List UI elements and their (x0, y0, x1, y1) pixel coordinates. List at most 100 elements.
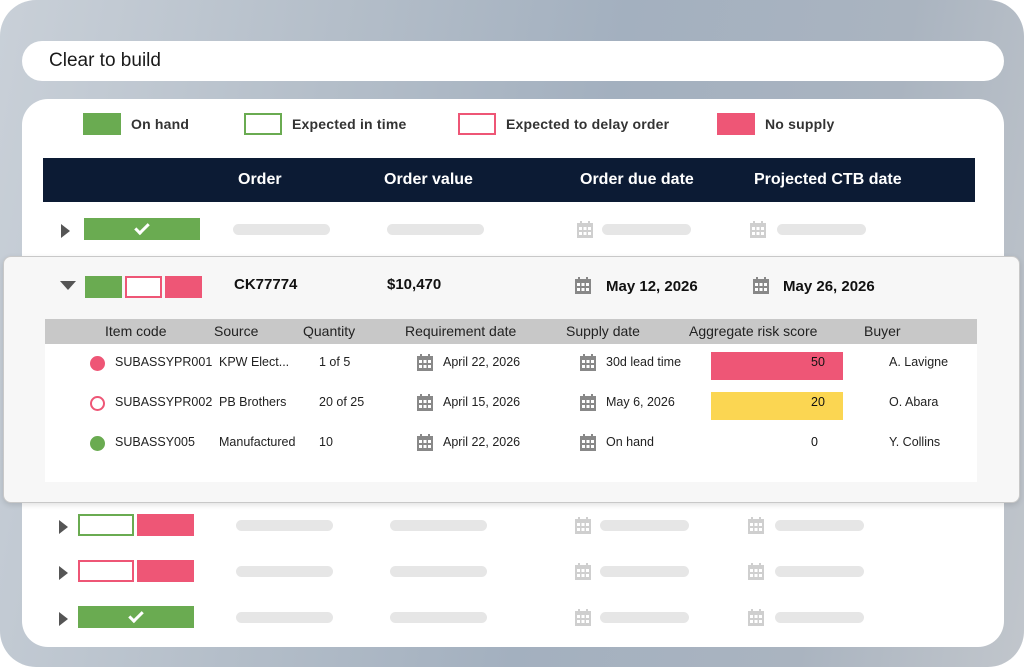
status-indicator (78, 514, 197, 536)
calendar-icon (417, 394, 433, 411)
status-segment-expected-to-delay (78, 560, 134, 582)
legend-label: On hand (131, 116, 190, 132)
legend-item-expected-to-delay: Expected to delay order (458, 113, 669, 135)
item-code[interactable]: SUBASSY005 (115, 435, 195, 449)
column-header-order-due-date[interactable]: Order due date (580, 171, 694, 188)
item-quantity: 20 of 25 (319, 395, 365, 409)
item-code[interactable]: SUBASSYPR002 (115, 395, 213, 409)
legend-item-on-hand: On hand (83, 113, 189, 135)
item-source: KPW Elect... (219, 355, 290, 369)
caret-right-icon[interactable] (59, 566, 68, 580)
calendar-icon (575, 609, 591, 626)
status-segment-expected-to-delay (125, 276, 162, 298)
item-buyer: Y. Collins (889, 435, 941, 449)
subcolumn-aggregate-risk-score[interactable]: Aggregate risk score (689, 323, 818, 339)
checkmark-icon (134, 219, 150, 236)
status-segment-on-hand (84, 218, 200, 240)
item-requirement-date: April 22, 2026 (443, 435, 521, 449)
items-subtable-header: Item code Source Quantity Requirement da… (45, 319, 977, 344)
placeholder-order (236, 520, 333, 531)
table-row[interactable] (22, 506, 1004, 546)
placeholder-ctb-date (777, 224, 866, 235)
status-segment-no-supply (165, 276, 202, 298)
window-title-bar: Clear to build (22, 41, 1004, 81)
subcolumn-requirement-date[interactable]: Requirement date (405, 323, 517, 339)
status-indicator (78, 560, 197, 582)
order-number[interactable]: CK77774 (234, 276, 298, 293)
table-row[interactable]: SUBASSYPR001 KPW Elect... 1 of 5 April 2… (45, 344, 977, 382)
placeholder-ctb-date (775, 612, 864, 623)
placeholder-due-date (600, 612, 689, 623)
calendar-icon (575, 277, 591, 294)
placeholder-order-value (390, 612, 487, 623)
legend-label: Expected to delay order (506, 116, 670, 132)
calendar-icon (753, 277, 769, 294)
placeholder-order (233, 224, 330, 235)
status-segment-on-hand (78, 606, 194, 628)
order-value: $10,470 (387, 276, 442, 293)
calendar-icon (575, 517, 591, 534)
legend-label: No supply (765, 116, 835, 132)
calendar-icon (750, 221, 766, 238)
item-source: PB Brothers (219, 395, 287, 409)
placeholder-order (236, 612, 333, 623)
projected-ctb-date: May 26, 2026 (783, 278, 875, 295)
status-segment-expected-in-time (78, 514, 134, 536)
item-buyer: A. Lavigne (889, 355, 949, 369)
column-header-projected-ctb-date[interactable]: Projected CTB date (754, 171, 902, 188)
subcolumn-buyer[interactable]: Buyer (864, 323, 901, 339)
table-row[interactable]: SUBASSY005 Manufactured 10 April 22, 202… (45, 424, 977, 462)
items-subtable-body: SUBASSYPR001 KPW Elect... 1 of 5 April 2… (45, 344, 977, 482)
table-row[interactable] (22, 210, 1004, 250)
expanded-order-row[interactable]: CK77774 $10,470 May 12, 2026 May 26, 202… (3, 256, 1020, 503)
placeholder-order-value (390, 566, 487, 577)
legend-swatch-expected-to-delay (458, 113, 496, 135)
status-segment-no-supply (137, 514, 194, 536)
subcolumn-quantity[interactable]: Quantity (303, 323, 356, 339)
calendar-icon (577, 221, 593, 238)
legend-label: Expected in time (292, 116, 407, 132)
table-row[interactable]: SUBASSYPR002 PB Brothers 20 of 25 April … (45, 384, 977, 422)
calendar-icon (417, 354, 433, 371)
item-code[interactable]: SUBASSYPR001 (115, 355, 213, 369)
legend-swatch-expected-in-time (244, 113, 282, 135)
table-header: Order Order value Order due date Project… (43, 158, 975, 202)
caret-right-icon[interactable] (59, 520, 68, 534)
subcolumn-source[interactable]: Source (214, 323, 259, 339)
column-header-order-value[interactable]: Order value (384, 171, 473, 188)
item-quantity: 1 of 5 (319, 355, 351, 369)
placeholder-order-value (390, 520, 487, 531)
status-dot-on-hand (90, 436, 105, 451)
risk-score-bar-high (711, 352, 843, 380)
table-row[interactable] (22, 598, 1004, 638)
calendar-icon (580, 434, 596, 451)
item-requirement-date: April 22, 2026 (443, 355, 521, 369)
order-due-date: May 12, 2026 (606, 278, 698, 295)
table-row[interactable] (22, 552, 1004, 592)
caret-right-icon[interactable] (61, 224, 70, 238)
placeholder-due-date (600, 566, 689, 577)
column-header-order[interactable]: Order (238, 171, 282, 188)
legend-item-no-supply: No supply (717, 113, 834, 135)
legend: On hand Expected in time Expected to del… (22, 99, 1004, 149)
calendar-icon (748, 609, 764, 626)
subcolumn-item-code[interactable]: Item code (105, 323, 167, 339)
checkmark-icon (128, 607, 144, 624)
caret-right-icon[interactable] (59, 612, 68, 626)
calendar-icon (580, 354, 596, 371)
risk-score-value: 50 (811, 355, 825, 369)
item-quantity: 10 (319, 435, 333, 449)
placeholder-ctb-date (775, 566, 864, 577)
placeholder-ctb-date (775, 520, 864, 531)
caret-down-icon[interactable] (60, 281, 76, 290)
risk-score-value: 0 (811, 435, 818, 449)
placeholder-due-date (602, 224, 691, 235)
item-supply-date: On hand (606, 435, 654, 449)
status-segment-no-supply (137, 560, 194, 582)
placeholder-order-value (387, 224, 484, 235)
placeholder-order (236, 566, 333, 577)
item-supply-date: May 6, 2026 (606, 395, 675, 409)
status-segment-on-hand (85, 276, 122, 298)
subcolumn-supply-date[interactable]: Supply date (566, 323, 640, 339)
